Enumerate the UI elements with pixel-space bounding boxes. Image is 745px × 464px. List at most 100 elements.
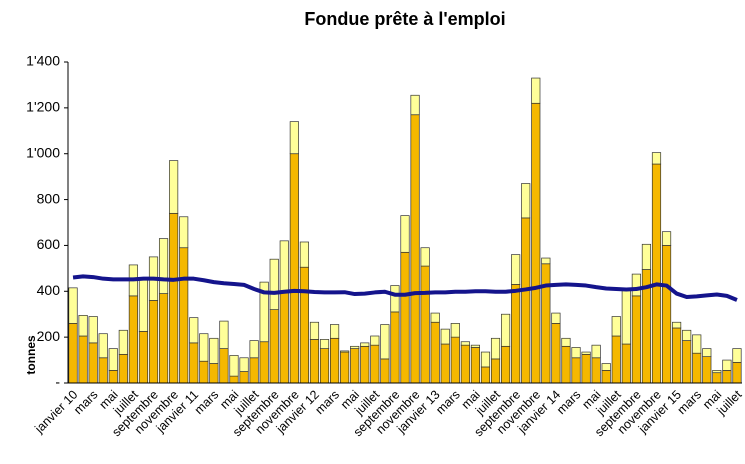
bar (350, 348, 360, 384)
bar (189, 317, 199, 344)
bar (661, 231, 672, 246)
bar (239, 357, 249, 372)
bar (440, 343, 450, 384)
bar (350, 345, 360, 349)
bar (370, 344, 380, 384)
bar (169, 160, 179, 214)
bar (179, 216, 189, 249)
bar (319, 339, 330, 349)
bar (400, 215, 410, 253)
bar (541, 257, 551, 265)
bar (370, 335, 380, 346)
bar (319, 348, 330, 384)
bar (682, 340, 692, 384)
bar (158, 293, 169, 384)
bar (722, 359, 732, 371)
bar (199, 360, 209, 384)
y-tick-label: 600 (37, 236, 61, 252)
bar (279, 290, 289, 384)
bar (672, 327, 682, 384)
bar (138, 331, 149, 384)
bar (98, 357, 108, 384)
bar (521, 217, 531, 384)
bar (641, 243, 652, 270)
bar (148, 300, 159, 384)
bar (340, 350, 350, 353)
bar (68, 323, 78, 384)
bar (732, 348, 742, 363)
bar (621, 288, 631, 345)
y-axis-label: tonnes (24, 335, 38, 375)
bar (169, 212, 179, 384)
bar (470, 347, 480, 384)
chart-title: Fondue prête à l'emploi (304, 9, 505, 29)
bar (561, 345, 571, 384)
bar (309, 339, 320, 384)
bar (722, 370, 732, 384)
line (72, 274, 738, 302)
bar (249, 340, 259, 359)
bar (450, 336, 460, 384)
bar (511, 254, 521, 285)
bar (199, 333, 209, 362)
bar (571, 357, 581, 384)
bar (259, 281, 269, 343)
bar (601, 370, 611, 384)
bar (78, 315, 88, 337)
bar (239, 371, 249, 384)
bar (521, 183, 531, 219)
bar (611, 335, 621, 384)
bar (531, 102, 541, 384)
bar (229, 375, 239, 384)
y-tick-label: 800 (37, 190, 61, 206)
bar (430, 321, 440, 384)
bar (712, 370, 722, 374)
bar (601, 363, 611, 371)
bar (380, 324, 390, 360)
bar (98, 333, 108, 359)
bar (551, 323, 561, 384)
bar (138, 277, 149, 332)
bar (360, 342, 370, 347)
bar (299, 241, 309, 268)
bar (219, 348, 229, 384)
bar (229, 355, 239, 377)
bar (209, 337, 219, 364)
bar (189, 342, 199, 384)
bar (702, 356, 712, 384)
x-tick-label: janvier 10 (32, 388, 81, 437)
bar (581, 353, 591, 384)
bar (420, 247, 430, 267)
bar (209, 363, 219, 384)
bar (631, 295, 641, 384)
bar (480, 351, 491, 368)
bar (470, 344, 480, 348)
bar (672, 321, 682, 329)
bar (78, 335, 88, 384)
bar (692, 334, 702, 354)
bar (651, 152, 662, 165)
bar (541, 263, 551, 384)
bar (269, 258, 279, 310)
bar (309, 321, 320, 340)
bar (702, 348, 712, 357)
bar (108, 348, 118, 371)
bar (400, 251, 410, 384)
bar (591, 357, 601, 384)
bar (118, 353, 128, 384)
bar (108, 370, 118, 384)
bar (299, 266, 309, 384)
bar (219, 320, 229, 349)
bar (732, 362, 742, 384)
y-tick-label: 1'000 (26, 144, 60, 160)
bar (460, 344, 470, 384)
bar (410, 94, 420, 116)
bar (692, 352, 702, 384)
bar (259, 341, 269, 384)
y-tick-label: 1'400 (26, 53, 60, 69)
bar (631, 273, 641, 297)
bar (380, 358, 390, 384)
y-tick-label: 1'200 (26, 99, 60, 115)
bar (551, 312, 561, 324)
